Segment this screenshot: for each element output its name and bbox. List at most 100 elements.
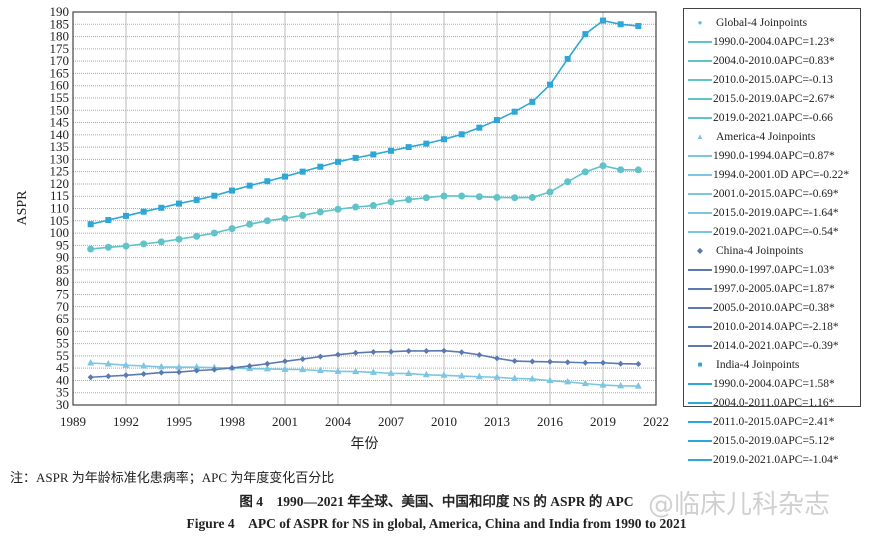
legend-group-title: ■ India-4 Joinpoints — [684, 355, 860, 374]
data-point — [564, 55, 571, 62]
data-point — [493, 193, 501, 201]
data-point — [547, 358, 553, 365]
y-tick-label: 30 — [56, 397, 69, 412]
data-point — [228, 225, 236, 233]
data-point — [476, 124, 483, 131]
circle-marker-icon: ● — [697, 18, 703, 27]
data-point — [123, 212, 129, 219]
legend-entry-label: 2005.0-2010.0APC=0.38* — [713, 301, 835, 314]
legend-line-swatch — [688, 287, 712, 290]
data-point — [440, 192, 448, 200]
series-global — [87, 162, 642, 253]
legend-entry-label: 2019.0-2021.0APC=-0.66 — [713, 111, 833, 124]
legend-group-title: ▲ America-4 Joinpoints — [684, 127, 860, 146]
caption-chinese: 图 4 1990—2021 年全球、美国、中国和印度 NS 的 ASPR 的 A… — [239, 494, 634, 509]
data-point — [87, 221, 94, 228]
legend-entry: 2004.0-2010.0APC=0.83* — [684, 51, 860, 70]
y-tick-label: 165 — [50, 65, 70, 80]
data-point — [475, 193, 483, 201]
legend-title: India-4 Joinpoints — [716, 358, 800, 371]
data-point — [441, 347, 447, 354]
data-point — [564, 377, 572, 385]
data-point — [176, 200, 182, 207]
data-point — [599, 162, 607, 170]
y-tick-label: 90 — [56, 250, 69, 265]
data-point — [352, 203, 360, 211]
data-point — [581, 168, 589, 176]
legend-entry: 1990.0-2004.0APC=1.58* — [684, 374, 860, 393]
x-tick-label: 2019 — [590, 414, 616, 429]
legend-entry: 1997.0-2005.0APC=1.87* — [684, 279, 860, 298]
data-point — [104, 243, 112, 251]
data-point — [458, 131, 465, 138]
legend-entry: 2010.0-2014.0APC=-2.18* — [684, 317, 860, 336]
data-point — [529, 98, 536, 105]
legend-line-swatch — [688, 97, 712, 100]
legend-entry: 2015.0-2019.0APC=2.67* — [684, 89, 860, 108]
legend-entry-label: 1997.0-2005.0APC=1.87* — [713, 282, 835, 295]
data-point — [617, 166, 625, 174]
y-tick-label: 55 — [56, 348, 69, 363]
y-tick-label: 55 — [56, 336, 69, 351]
y-tick-label: 35 — [56, 385, 69, 400]
data-point — [158, 204, 165, 211]
legend-entry-label: 2019.0-2021.0APC=-1.04* — [713, 453, 839, 466]
data-point — [140, 208, 147, 215]
legend-entry-label: 1990.0-2004.0APC=1.58* — [713, 377, 835, 390]
legend-entry-label: 1994.0-2001.0D APC=-0.22* — [713, 168, 850, 181]
y-tick-label: 185 — [50, 16, 70, 31]
data-point — [193, 363, 201, 370]
legend-entry: 1990.0-2004.0APC=1.23* — [684, 32, 860, 51]
y-tick-label: 120 — [50, 176, 70, 191]
legend-title: America-4 Joinpoints — [716, 130, 816, 143]
data-point — [246, 220, 254, 228]
legend-entry: 1990.0-1997.0APC=1.03* — [684, 260, 860, 279]
y-tick-label: 40 — [56, 372, 69, 387]
data-point — [87, 245, 95, 253]
data-point — [352, 367, 360, 375]
data-point — [87, 374, 94, 381]
data-point — [493, 373, 501, 380]
data-point — [547, 81, 553, 88]
legend-line-swatch — [688, 116, 712, 119]
diamond-marker-icon: ◆ — [696, 246, 704, 255]
y-tick-label: 80 — [56, 274, 69, 289]
data-point — [140, 371, 147, 378]
y-tick-label: 170 — [50, 53, 70, 68]
legend-group-title: ◆ China-4 Joinpoints — [684, 241, 860, 260]
data-point — [335, 158, 341, 165]
series-china — [87, 347, 642, 381]
data-point — [335, 351, 341, 358]
y-tick-label: 160 — [50, 78, 70, 93]
data-point — [105, 217, 112, 224]
legend-entry: 1990.0-1994.0APC=0.87* — [684, 146, 860, 165]
data-point — [282, 358, 288, 365]
data-point — [476, 351, 483, 358]
plot-border — [72, 11, 657, 406]
data-point — [405, 347, 412, 354]
y-tick-label: 105 — [50, 213, 70, 228]
legend-entry-label: 2015.0-2019.0APC=2.67* — [713, 92, 835, 105]
data-point — [564, 359, 571, 366]
data-point — [299, 356, 306, 363]
legend-line-swatch — [688, 40, 712, 43]
data-point — [264, 178, 271, 185]
watermark: @临床儿科杂志 — [648, 490, 831, 520]
data-point — [229, 187, 235, 194]
data-point — [528, 374, 536, 382]
data-point — [635, 23, 642, 30]
data-point — [352, 154, 359, 161]
legend-line-swatch — [688, 382, 712, 385]
legend-line-swatch — [688, 401, 712, 404]
triangle-marker-icon: ▲ — [696, 132, 704, 141]
legend-title: China-4 Joinpoints — [716, 244, 804, 257]
data-point — [246, 182, 253, 189]
series-line — [90, 362, 639, 387]
data-point — [422, 370, 430, 378]
data-point — [617, 21, 624, 28]
data-point — [405, 369, 413, 377]
x-tick-label: 2022 — [643, 414, 669, 429]
data-point — [564, 178, 572, 186]
data-point — [423, 347, 430, 354]
legend-entry-label: 2004.0-2011.0APC=1.16* — [713, 396, 835, 409]
